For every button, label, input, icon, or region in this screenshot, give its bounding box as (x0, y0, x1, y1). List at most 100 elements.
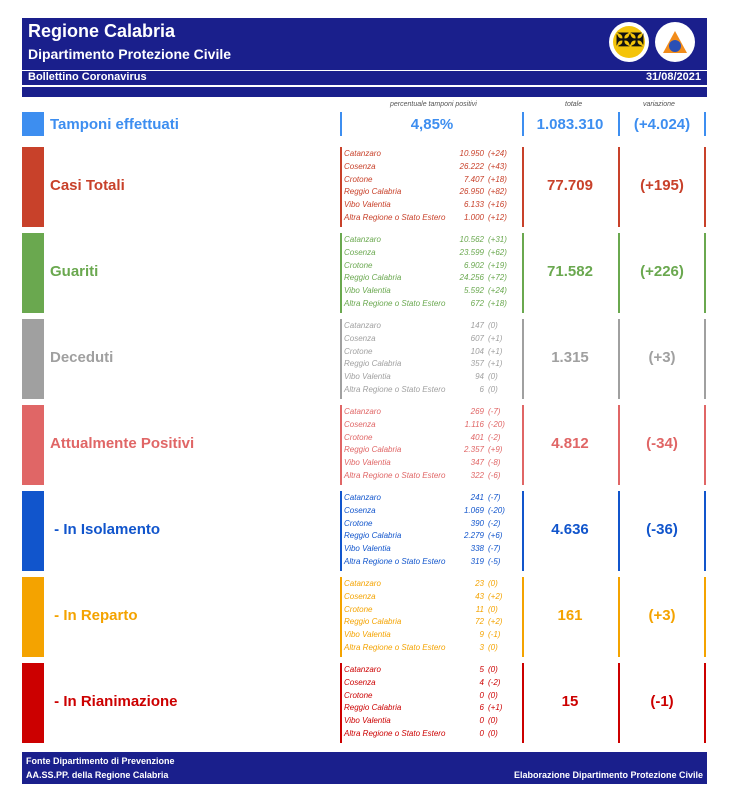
column-divider (340, 319, 342, 399)
column-divider (340, 405, 342, 485)
province-delta: (0) (488, 372, 498, 382)
footer-source-1: Fonte Dipartimento di Prevenzione (26, 756, 175, 766)
province-row: Vibo Valentia 94 (0) (344, 372, 514, 385)
section-row: Attualmente Positivi Catanzaro 269 (-7) Cose… (22, 405, 707, 485)
section-total: 71.582 (547, 263, 593, 280)
province-name: Altra Regione o Stato Estero (344, 384, 446, 394)
province-value: 43 (475, 591, 484, 601)
province-row: Vibo Valentia 347 (-8) (344, 458, 514, 471)
column-divider (618, 319, 620, 399)
section-row: - In Isolamento Catanzaro 241 (-7) Cosenza 1.… (22, 491, 707, 571)
column-divider (704, 147, 706, 227)
column-divider (618, 663, 620, 743)
section-total: 161 (557, 607, 583, 624)
regione-calabria-logo-icon: ✠✠ (609, 22, 649, 62)
province-value: 26.222 (459, 161, 484, 171)
province-name: Catanzaro (344, 235, 381, 244)
province-value: 94 (475, 372, 484, 382)
province-delta: (+9) (488, 445, 503, 455)
province-row: Crotone 390 (-2) (344, 519, 514, 532)
province-row: Altra Regione o Stato Estero 1.000 (+12) (344, 213, 514, 226)
province-value: 0 (479, 690, 484, 700)
province-value: 7.407 (463, 174, 484, 184)
province-row: Reggio Calabria 357 (+1) (344, 359, 514, 372)
province-list: Catanzaro 10.950 (+24) Cosenza 26.222 (+43) Cr… (344, 149, 514, 226)
province-delta: (-7) (488, 407, 501, 416)
province-name: Reggio Calabria (344, 273, 402, 283)
province-delta: (-2) (488, 677, 501, 687)
footer-elaboration: Elaborazione Dipartimento Protezione Civ… (513, 770, 703, 780)
logos: ✠✠ (609, 22, 695, 62)
divider-bar (22, 87, 707, 97)
province-value: 5 (479, 665, 484, 674)
province-value: 390 (470, 518, 484, 528)
province-row: Reggio Calabria 24.256 (+72) (344, 273, 514, 286)
section-variation: (+3) (648, 349, 676, 366)
column-divider (522, 233, 524, 313)
province-list: Catanzaro 147 (0) Cosenza 607 (+1) Crotone 104 (… (344, 321, 514, 398)
province-name: Altra Regione o Stato Estero (344, 642, 446, 652)
province-value: 11 (475, 604, 484, 614)
section-variation: (-34) (646, 435, 678, 452)
province-name: Catanzaro (344, 407, 381, 416)
section-variation: (+195) (640, 177, 684, 194)
column-divider (618, 147, 620, 227)
province-value: 6 (479, 703, 484, 713)
province-name: Cosenza (344, 247, 376, 257)
province-delta: (0) (488, 604, 498, 614)
province-row: Cosenza 26.222 (+43) (344, 162, 514, 175)
section-variation: (+3) (648, 607, 676, 624)
province-row: Cosenza 43 (+2) (344, 592, 514, 605)
province-name: Catanzaro (344, 579, 381, 588)
column-divider (618, 577, 620, 657)
province-value: 10.950 (459, 149, 484, 158)
province-name: Cosenza (344, 677, 376, 687)
province-delta: (0) (488, 665, 498, 674)
province-row: Cosenza 23.599 (+62) (344, 248, 514, 261)
province-value: 2.279 (463, 531, 484, 541)
province-delta: (+12) (488, 212, 507, 222)
column-divider (704, 663, 706, 743)
province-row: Cosenza 607 (+1) (344, 334, 514, 347)
header-banner: Regione Calabria Dipartimento Protezione… (22, 18, 707, 70)
tamponi-color-box (22, 112, 44, 136)
section-color-box (22, 233, 44, 313)
province-delta: (+19) (488, 260, 507, 270)
province-value: 672 (470, 298, 484, 308)
province-row: Altra Regione o Stato Estero 0 (0) (344, 729, 514, 742)
section-color-box (22, 405, 44, 485)
province-name: Vibo Valentia (344, 716, 391, 726)
province-name: Crotone (344, 260, 373, 270)
province-row: Reggio Calabria 26.950 (+82) (344, 187, 514, 200)
section-label: Casi Totali (50, 177, 125, 194)
section-total: 1.315 (551, 349, 589, 366)
province-delta: (0) (488, 579, 498, 588)
section-label: Guariti (50, 263, 99, 280)
section-color-box (22, 319, 44, 399)
column-divider (618, 491, 620, 571)
province-row: Reggio Calabria 6 (+1) (344, 703, 514, 716)
province-row: Catanzaro 5 (0) (344, 665, 514, 678)
section-label: - In Reparto (50, 607, 138, 624)
province-delta: (+1) (488, 333, 503, 343)
province-row: Reggio Calabria 72 (+2) (344, 617, 514, 630)
column-divider (522, 663, 524, 743)
tamponi-row: Tamponi effettuati 4,85% 1.083.310 (+4.0… (22, 112, 707, 138)
province-value: 104 (470, 346, 484, 356)
bulletin-date: 31/08/2021 (645, 71, 701, 83)
section-color-box (22, 147, 44, 227)
province-name: Crotone (344, 518, 373, 528)
province-value: 23.599 (459, 247, 484, 257)
province-delta: (+1) (488, 346, 503, 356)
province-value: 607 (470, 333, 484, 343)
col-header-variation: variazione (643, 101, 675, 108)
province-delta: (0) (488, 690, 498, 700)
department-subtitle: Dipartimento Protezione Civile (28, 46, 232, 62)
section-variation: (-1) (650, 693, 674, 710)
province-name: Altra Regione o Stato Estero (344, 470, 446, 480)
province-name: Cosenza (344, 505, 376, 515)
section-label: - In Isolamento (50, 521, 161, 538)
province-row: Catanzaro 10.562 (+31) (344, 235, 514, 248)
section-total: 15 (561, 693, 579, 710)
province-delta: (0) (488, 642, 498, 652)
